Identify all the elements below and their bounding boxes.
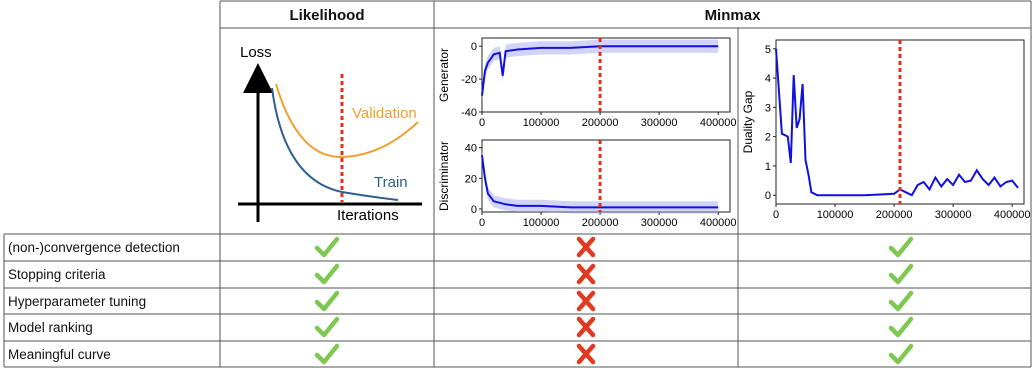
validation-curve bbox=[275, 83, 419, 159]
iterations-axis-label: Iterations bbox=[337, 207, 399, 224]
discriminator-xtick-label: 0 bbox=[479, 217, 485, 229]
discriminator-ytick-label: 40 bbox=[465, 143, 477, 155]
discriminator-series-line bbox=[481, 155, 719, 209]
cross-icon bbox=[573, 315, 599, 339]
header-minmax: Minmax bbox=[704, 6, 761, 24]
check-icon bbox=[314, 235, 340, 259]
check-icon bbox=[888, 342, 914, 366]
duality-gap-chart: 0 100000 200000 300000 400000 0 1 2 3 4 5 Duality G… bbox=[741, 39, 1030, 221]
discriminator-xtick-label: 100000 bbox=[523, 217, 560, 229]
duality-gap-ytick-label: 0 bbox=[765, 190, 771, 202]
discriminator-xtick-label: 300000 bbox=[641, 217, 678, 229]
discriminator-ytick-label: 20 bbox=[465, 173, 477, 185]
duality-gap-ytick-label: 4 bbox=[765, 73, 771, 85]
cross-icon bbox=[573, 235, 599, 259]
check-icon bbox=[888, 289, 914, 313]
row-label: Meaningful curve bbox=[8, 346, 111, 362]
generator-plot-frame bbox=[481, 37, 731, 113]
generator-xtick-label: 100000 bbox=[523, 117, 560, 129]
duality-gap-series-line bbox=[775, 48, 1019, 197]
row-label: Hyperparameter tuning bbox=[8, 293, 147, 309]
loss-axis-label: Loss bbox=[240, 44, 272, 61]
check-icon bbox=[314, 315, 340, 339]
generator-ytick-label: 0 bbox=[471, 41, 477, 53]
row-label: (non-)convergence detection bbox=[8, 239, 180, 255]
validation-label: Validation bbox=[352, 105, 417, 122]
discriminator-plot-frame bbox=[481, 139, 731, 213]
cross-icon bbox=[573, 289, 599, 313]
duality-gap-ytick-label: 3 bbox=[765, 102, 771, 114]
duality-gap-xtick-label: 300000 bbox=[935, 209, 972, 221]
duality-gap-xtick-label: 200000 bbox=[876, 209, 913, 221]
train-curve bbox=[271, 87, 399, 201]
duality-gap-xtick-label: 400000 bbox=[994, 209, 1030, 221]
discriminator-xtick-label: 400000 bbox=[700, 217, 736, 229]
generator-ytick-label: -40 bbox=[461, 107, 477, 119]
generator-xtick-label: 400000 bbox=[700, 117, 736, 129]
discriminator-ytick-label: 0 bbox=[471, 204, 477, 216]
check-icon bbox=[888, 262, 914, 286]
row-label: Model ranking bbox=[8, 319, 93, 335]
generator-xtick-label: 300000 bbox=[641, 117, 678, 129]
duality-gap-ytick-label: 2 bbox=[765, 132, 771, 144]
generator-ytick-label: -20 bbox=[461, 74, 477, 86]
duality-gap-ytick-label: 1 bbox=[765, 161, 771, 173]
discriminator-chart: 0 100000 200000 300000 400000 0 20 40 Discrimina… bbox=[437, 139, 736, 229]
check-icon bbox=[888, 235, 914, 259]
generator-chart: 0 100000 200000 300000 400000 0 -20 -40 Generato… bbox=[437, 37, 736, 129]
generator-xtick-label: 200000 bbox=[582, 117, 619, 129]
generator-xtick-label: 0 bbox=[479, 117, 485, 129]
header-likelihood: Likelihood bbox=[289, 6, 365, 24]
cross-icon bbox=[573, 262, 599, 286]
generator-ylabel: Generator bbox=[437, 48, 451, 102]
discriminator-ylabel: Discriminator bbox=[437, 141, 451, 211]
check-icon bbox=[314, 342, 340, 366]
check-icon bbox=[314, 262, 340, 286]
train-label: Train bbox=[374, 174, 408, 191]
duality-gap-ylabel: Duality Gap bbox=[741, 90, 755, 153]
discriminator-xtick-label: 200000 bbox=[582, 217, 619, 229]
duality-gap-xtick-label: 100000 bbox=[817, 209, 854, 221]
row-label: Stopping criteria bbox=[8, 266, 106, 282]
duality-gap-xtick-label: 0 bbox=[773, 209, 779, 221]
check-icon bbox=[888, 315, 914, 339]
cross-icon bbox=[573, 342, 599, 366]
likelihood-loss-diagram: Loss Iterations Validation Train bbox=[238, 44, 422, 224]
duality-gap-ytick-label: 5 bbox=[765, 44, 771, 56]
check-icon bbox=[314, 289, 340, 313]
generator-series-line bbox=[481, 45, 719, 96]
